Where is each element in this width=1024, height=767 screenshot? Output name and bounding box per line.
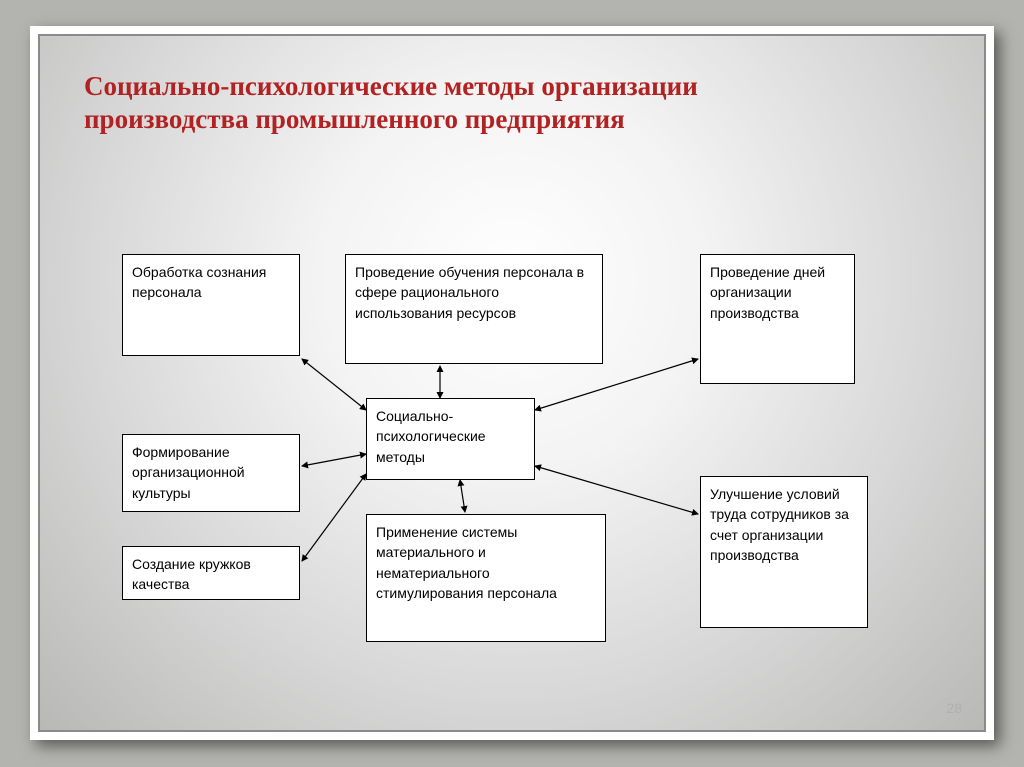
node-left2: Формирование организационной культуры bbox=[122, 434, 300, 512]
slide-inner: Социально-психологические методы организ… bbox=[38, 34, 986, 732]
node-right2: Улучшение условий труда сотрудников за с… bbox=[700, 476, 868, 628]
edge-center-left3 bbox=[302, 474, 366, 561]
slide-frame: Социально-психологические методы организ… bbox=[30, 26, 994, 740]
edge-center-top1 bbox=[302, 359, 366, 410]
node-top1: Обработка сознания персонала bbox=[122, 254, 300, 356]
node-left3: Создание кружков качества bbox=[122, 546, 300, 600]
diagram-layer: Социально-психологические методы Обработк… bbox=[40, 36, 984, 730]
node-top2: Проведение обучения персонала в сфере ра… bbox=[345, 254, 603, 364]
node-center: Социально-психологические методы bbox=[366, 398, 535, 480]
edge-center-bottom bbox=[460, 480, 465, 512]
edge-center-right2 bbox=[535, 466, 698, 514]
node-top3: Проведение дней организации производства bbox=[700, 254, 855, 384]
node-bottom: Применение системы материального и немат… bbox=[366, 514, 606, 642]
edge-center-left2 bbox=[302, 454, 366, 466]
page-number: 28 bbox=[946, 700, 962, 716]
edge-center-top3 bbox=[535, 359, 698, 410]
